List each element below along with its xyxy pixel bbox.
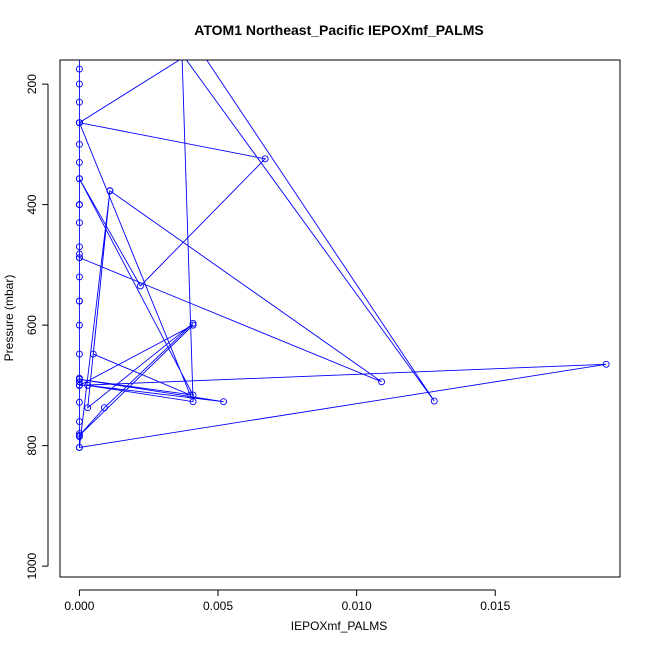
data-point <box>75 444 83 451</box>
data-point <box>136 282 144 290</box>
data-point <box>75 378 83 386</box>
data-point <box>89 350 97 358</box>
data-point <box>75 297 83 305</box>
data-point <box>75 430 83 438</box>
x-tick-label: 0.010 <box>342 599 372 613</box>
data-point <box>75 219 83 227</box>
data-point <box>602 360 610 368</box>
data-point <box>84 404 92 412</box>
data-point <box>75 98 83 106</box>
data-point <box>75 418 83 425</box>
data-point <box>186 391 194 399</box>
data-point <box>100 404 108 412</box>
data-point <box>75 381 83 389</box>
y-tick-label: 600 <box>25 315 39 335</box>
data-point <box>106 187 114 195</box>
data-point <box>75 119 83 127</box>
data-point <box>75 158 83 166</box>
data-point <box>75 431 83 439</box>
data-point <box>75 254 83 262</box>
data-point <box>75 175 83 183</box>
plot-frame <box>59 59 621 578</box>
data-point <box>261 155 269 163</box>
y-tick-label: 200 <box>25 74 39 94</box>
plot-area <box>75 60 610 451</box>
data-point <box>75 398 83 406</box>
data-point <box>220 398 228 406</box>
y-tick-label: 400 <box>25 194 39 214</box>
data-point <box>75 350 83 358</box>
data-point <box>75 321 83 329</box>
y-axis: 200 400 600 800 1000 <box>25 74 49 580</box>
x-axis: 0.000 0.005 0.010 0.015 <box>64 589 511 613</box>
data-point <box>189 391 197 399</box>
data-point <box>189 398 197 406</box>
x-tick-label: 0.005 <box>203 599 233 613</box>
data-point <box>75 273 83 281</box>
y-tick-label: 1000 <box>25 552 39 579</box>
data-point <box>378 378 386 386</box>
data-point <box>75 201 83 209</box>
x-tick-label: 0.015 <box>480 599 510 613</box>
data-point <box>75 65 83 73</box>
y-tick-label: 800 <box>25 435 39 455</box>
data-point <box>189 319 197 327</box>
data-point <box>84 381 92 389</box>
series-line <box>78 60 607 448</box>
data-point <box>75 250 83 258</box>
y-axis-label: Pressure (mbar) <box>2 275 16 362</box>
data-point <box>75 80 83 88</box>
x-axis-label: IEPOXmf_PALMS <box>291 619 387 633</box>
x-tick-label: 0.000 <box>64 599 94 613</box>
data-point <box>189 321 197 329</box>
data-point <box>430 397 438 405</box>
data-point <box>75 140 83 148</box>
data-point <box>75 243 83 251</box>
chart-title: ATOM1 Northeast_Pacific IEPOXmf_PALMS <box>194 22 483 38</box>
